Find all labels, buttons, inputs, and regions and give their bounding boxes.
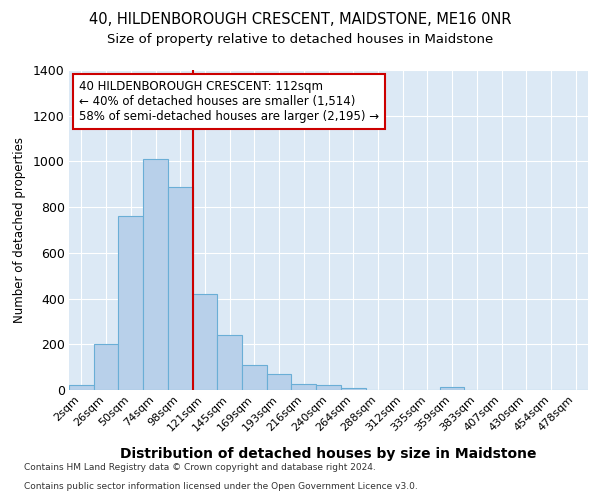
Bar	[292, 384, 316, 390]
Bar	[193, 294, 217, 390]
Bar	[316, 386, 341, 390]
Bar	[267, 374, 292, 390]
Bar	[94, 344, 118, 390]
Text: 40, HILDENBOROUGH CRESCENT, MAIDSTONE, ME16 0NR: 40, HILDENBOROUGH CRESCENT, MAIDSTONE, M…	[89, 12, 511, 28]
Bar	[69, 386, 94, 390]
Bar	[217, 335, 242, 390]
Text: 40 HILDENBOROUGH CRESCENT: 112sqm
← 40% of detached houses are smaller (1,514)
5: 40 HILDENBOROUGH CRESCENT: 112sqm ← 40% …	[79, 80, 380, 122]
Bar	[341, 388, 365, 390]
Text: Size of property relative to detached houses in Maidstone: Size of property relative to detached ho…	[107, 32, 493, 46]
Text: Contains public sector information licensed under the Open Government Licence v3: Contains public sector information licen…	[24, 482, 418, 491]
Bar	[118, 216, 143, 390]
Y-axis label: Number of detached properties: Number of detached properties	[13, 137, 26, 323]
Bar	[143, 159, 168, 390]
X-axis label: Distribution of detached houses by size in Maidstone: Distribution of detached houses by size …	[120, 447, 537, 461]
Bar	[242, 365, 267, 390]
Text: Contains HM Land Registry data © Crown copyright and database right 2024.: Contains HM Land Registry data © Crown c…	[24, 464, 376, 472]
Bar	[440, 386, 464, 390]
Bar	[168, 186, 193, 390]
